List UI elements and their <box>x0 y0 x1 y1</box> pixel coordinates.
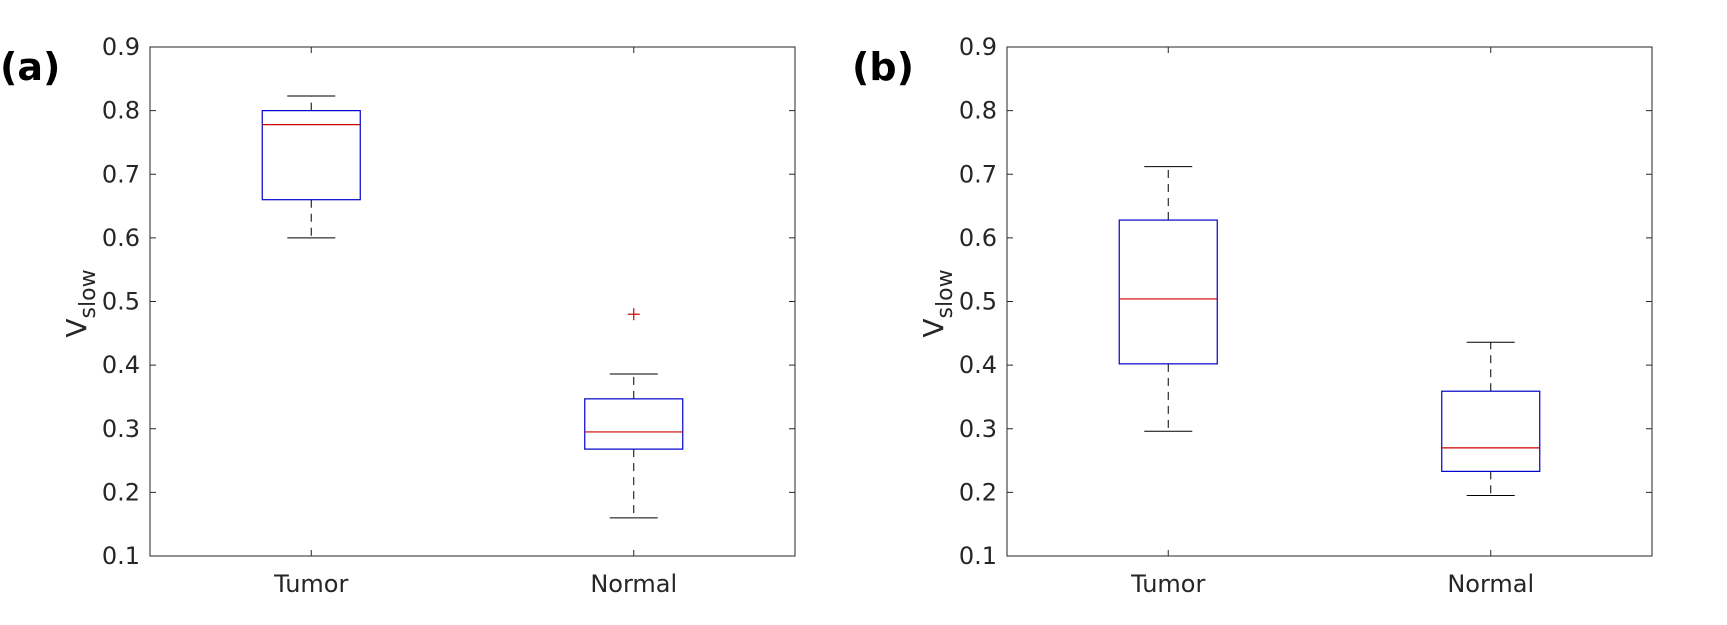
panel-b-ytick-label: 0.5 <box>959 288 997 316</box>
panel-a-y-axis-label: Vslow <box>60 269 101 337</box>
panel-label-b: (b) <box>852 45 914 89</box>
panel-a-normal-box <box>584 398 684 450</box>
panel-b-ytick-label: 0.9 <box>959 33 997 61</box>
panel-a-ytick-label: 0.5 <box>102 288 140 316</box>
panel-a-ytick-label: 0.4 <box>102 351 140 379</box>
panel-b-ytick-label: 0.7 <box>959 160 997 188</box>
panel-b-ytick-label: 0.3 <box>959 415 997 443</box>
panel-a-tumor-box <box>261 110 361 201</box>
panel-b-ylabel-sub: slow <box>933 269 958 318</box>
panel-b-ytick-label: 0.2 <box>959 478 997 506</box>
panel-label-a: (a) <box>0 45 61 89</box>
panel-a-ylabel-sub: slow <box>76 269 101 318</box>
panel-b-ytick-label: 0.4 <box>959 351 997 379</box>
panel-a-axes-frame <box>149 46 796 557</box>
panel-a-xtick-label: Normal <box>590 570 677 598</box>
panel-a-ytick-label: 0.3 <box>102 415 140 443</box>
panel-b-ylabel-main: V <box>917 318 950 337</box>
panel-b-axes-frame <box>1006 46 1653 557</box>
panel-a-ytick-label: 0.1 <box>102 542 140 570</box>
panel-b-ytick-label: 0.8 <box>959 97 997 125</box>
panel-a-ytick-label: 0.6 <box>102 224 140 252</box>
panel-b-ytick-label: 0.6 <box>959 224 997 252</box>
panel-b-ytick-label: 0.1 <box>959 542 997 570</box>
panel-a-xtick-label: Tumor <box>273 570 348 598</box>
panel-b-normal-box <box>1441 390 1541 472</box>
panel-a-ylabel-main: V <box>60 318 93 337</box>
panel-b-xtick-label: Tumor <box>1130 570 1205 598</box>
panel-b-y-axis-label: Vslow <box>917 269 958 337</box>
panel-a-ytick-label: 0.9 <box>102 33 140 61</box>
panel-a-ytick-label: 0.7 <box>102 160 140 188</box>
panel-b-xtick-label: Normal <box>1447 570 1534 598</box>
panel-a-ytick-label: 0.2 <box>102 478 140 506</box>
panel-b-tumor-box <box>1118 219 1218 365</box>
panel-a-ytick-label: 0.8 <box>102 97 140 125</box>
